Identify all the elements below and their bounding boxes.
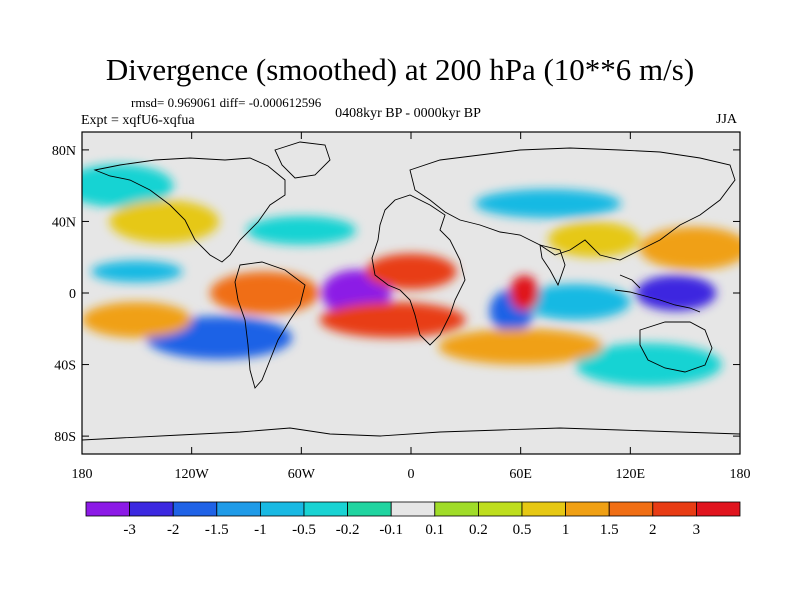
colorbar-swatch (129, 501, 174, 517)
colorbar-swatch (85, 501, 130, 517)
coastlines (82, 141, 740, 441)
colorbar-swatch (652, 501, 697, 517)
lat-tick-label: 0 (69, 287, 76, 302)
lon-tick-label: 0 (408, 467, 415, 482)
colorbar: -3 -2 -1.5 -1 -0.5 -0.2 -0.1 0.1 0.2 0.5 1 1.5 2 3 (85, 501, 741, 538)
colorbar-label: 2 (649, 522, 657, 538)
plot-title: Divergence (smoothed) at 200 hPa (10**6 … (105, 52, 695, 87)
colorbar-label: -0.1 (379, 522, 403, 538)
colorbar-swatch (303, 501, 348, 517)
field-anomaly (109, 199, 220, 243)
colorbar-swatch (216, 501, 261, 517)
field-anomaly (82, 301, 192, 338)
colorbar-swatch (521, 501, 566, 517)
map-background (82, 132, 740, 454)
field-anomaly (209, 271, 320, 315)
colorbar-swatch (172, 501, 218, 517)
colorbar-swatch (696, 501, 741, 517)
lat-tick-label: 40S (54, 359, 76, 374)
map-axes: 180 120W 60W 0 60E 120E 180 80N 40N 0 40S 80S (52, 132, 751, 482)
lon-tick-label: 180 (730, 467, 751, 482)
field-anomaly (520, 284, 631, 320)
colorbar-label: -1.5 (205, 522, 229, 538)
colorbar-swatch (347, 501, 392, 517)
lat-tick-label: 80S (54, 430, 76, 445)
field-anomaly (319, 301, 466, 338)
field-anomaly (438, 328, 603, 365)
colorbar-swatch (259, 501, 305, 517)
colorbar-label: -0.5 (292, 522, 316, 538)
lat-tick-label: 80N (52, 144, 76, 159)
divergence-field (82, 132, 740, 454)
period-label: 0408kyr BP - 0000kyr BP (335, 106, 481, 121)
experiment-label: Expt = xqfU6-xqfua (81, 113, 195, 128)
colorbar-label: 1 (562, 522, 570, 538)
lon-tick-label: 180 (72, 467, 93, 482)
field-anomaly (509, 275, 539, 311)
colorbar-swatch (477, 501, 523, 517)
field-anomaly (91, 260, 183, 283)
colorbar-label: 3 (693, 522, 701, 538)
colorbar-label: -3 (123, 522, 136, 538)
colorbar-label: 0.2 (469, 522, 488, 538)
lat-tick-label: 40N (52, 215, 76, 230)
field-anomaly (474, 189, 622, 218)
colorbar-swatch (390, 501, 436, 517)
colorbar-label: 1.5 (600, 522, 619, 538)
stats-text: rmsd= 0.969061 diff= -0.000612596 (131, 95, 322, 110)
lon-tick-label: 60E (509, 467, 532, 482)
season-label: JJA (716, 112, 738, 127)
lon-tick-label: 120W (175, 467, 210, 482)
field-anomaly (635, 275, 717, 311)
colorbar-swatch (565, 501, 610, 517)
colorbar-swatch (434, 501, 479, 517)
colorbar-label: 0.1 (425, 522, 444, 538)
field-anomaly (365, 253, 457, 290)
field-anomaly (575, 343, 722, 387)
field-anomaly (548, 221, 640, 258)
field-anomaly (246, 216, 357, 245)
field-anomaly (82, 164, 174, 208)
colorbar-label: -1 (254, 522, 267, 538)
colorbar-swatch (608, 501, 654, 517)
colorbar-label: -2 (167, 522, 180, 538)
field-anomaly (639, 226, 740, 270)
colorbar-label: -0.2 (336, 522, 360, 538)
lon-tick-label: 120E (616, 467, 646, 482)
colorbar-label: 0.5 (513, 522, 532, 538)
lon-tick-label: 60W (288, 467, 316, 482)
